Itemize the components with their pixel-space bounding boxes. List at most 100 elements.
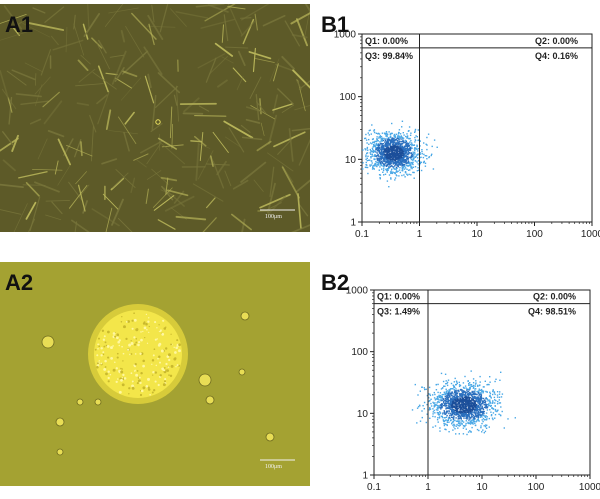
event-point (412, 171, 414, 174)
event-point (452, 384, 454, 386)
single-cell (238, 368, 246, 376)
event-point (394, 165, 396, 167)
event-point (404, 150, 406, 152)
event-point (385, 168, 387, 170)
event-point (465, 408, 468, 411)
event-point (451, 409, 454, 411)
cell-process (97, 39, 107, 54)
event-point (392, 157, 395, 159)
event-point (470, 412, 472, 414)
event-point (417, 160, 420, 162)
event-point (471, 415, 473, 418)
spheroid-texture (114, 361, 116, 364)
event-point (486, 384, 488, 386)
event-point (381, 132, 384, 134)
spheroid-texture (101, 329, 105, 332)
event-point (477, 410, 480, 413)
event-point (400, 164, 402, 166)
event-point (444, 405, 446, 407)
spheroid-texture (168, 358, 171, 362)
event-point (463, 410, 465, 412)
event-point (445, 404, 447, 406)
event-point (451, 394, 453, 396)
event-point (449, 414, 451, 417)
event-point (500, 406, 502, 408)
event-point (392, 141, 394, 143)
event-point (468, 400, 470, 402)
event-point (457, 418, 459, 420)
event-point (414, 166, 417, 168)
event-point (484, 415, 486, 418)
event-point (408, 126, 411, 128)
spheroid-texture (142, 364, 145, 368)
event-point (444, 397, 446, 400)
spheroid-texture (117, 340, 120, 344)
event-point (453, 408, 455, 411)
event-point (451, 404, 454, 406)
event-point (433, 402, 435, 404)
spheroid-texture (115, 367, 118, 370)
event-point (471, 400, 473, 402)
event-point (492, 390, 494, 393)
event-point (448, 405, 451, 408)
event-point (376, 163, 379, 166)
cell-process (195, 143, 200, 181)
event-point (482, 392, 484, 394)
spheroid-texture (156, 338, 158, 340)
event-point (473, 390, 475, 393)
event-point (461, 403, 463, 405)
event-point (452, 400, 454, 403)
event-point (368, 143, 370, 145)
event-point (434, 399, 437, 401)
cell-process (123, 131, 130, 152)
event-point (468, 411, 470, 413)
event-point (392, 163, 394, 165)
event-point (366, 157, 368, 159)
cell-process (209, 56, 228, 75)
event-point (386, 142, 388, 144)
event-point (382, 160, 384, 162)
event-point (385, 150, 387, 153)
event-point (438, 401, 441, 403)
event-point (480, 388, 483, 391)
event-point (391, 143, 394, 146)
cell-process (157, 72, 181, 94)
cell-process (273, 63, 279, 82)
event-point (480, 396, 482, 398)
event-point (428, 397, 430, 399)
event-point (425, 143, 427, 145)
event-point (373, 129, 376, 131)
event-point (380, 154, 383, 156)
event-point (399, 148, 402, 150)
cell-process (241, 136, 263, 141)
event-point (476, 396, 479, 398)
event-point (439, 404, 442, 406)
event-point (397, 159, 399, 162)
event-point (483, 419, 486, 421)
event-point (384, 144, 386, 146)
event-point (385, 162, 387, 164)
event-point (388, 151, 390, 153)
event-point (378, 136, 380, 138)
event-point (388, 186, 390, 188)
event-point (452, 398, 454, 401)
event-point (383, 166, 385, 168)
cell-process (29, 118, 42, 125)
event-point (391, 145, 393, 148)
event-point (413, 157, 415, 159)
event-point (490, 414, 493, 416)
cell-process (109, 54, 124, 58)
event-point (445, 383, 447, 385)
event-point (412, 161, 414, 163)
event-point (442, 420, 445, 422)
event-point (373, 168, 375, 170)
event-point (488, 383, 490, 386)
cell-process (292, 69, 310, 89)
event-point (447, 418, 450, 420)
event-point (484, 380, 486, 382)
spheroid-texture (165, 362, 168, 366)
event-point (402, 166, 404, 169)
event-point (403, 165, 405, 167)
event-point (401, 158, 403, 160)
cell-process (240, 17, 252, 19)
